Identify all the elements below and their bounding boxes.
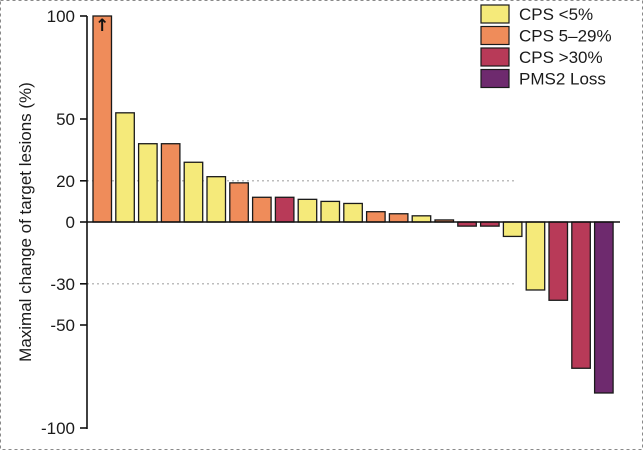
- bar: [525, 221, 546, 291]
- legend-label: CPS >30%: [519, 48, 603, 67]
- y-tick-label: 20: [56, 172, 75, 191]
- y-axis-label: Maximal change of target lesions (%): [16, 82, 35, 362]
- reference-lines: [87, 180, 514, 285]
- legend-swatch: [480, 68, 510, 89]
- bar: [274, 196, 295, 223]
- y-tick-label: -30: [50, 275, 75, 294]
- bar: [115, 112, 135, 223]
- bar: [251, 196, 272, 223]
- bar: [571, 221, 591, 369]
- legend-swatch: [480, 25, 510, 46]
- bar: [593, 221, 614, 394]
- bar: [502, 221, 523, 238]
- bar: [137, 143, 158, 223]
- y-tick-label: -50: [50, 316, 75, 335]
- legend-label: CPS <5%: [519, 5, 593, 24]
- bar-overflow-arrow: ↑: [95, 16, 109, 36]
- legend-label: PMS2 Loss: [519, 69, 606, 88]
- y-tick-label: 100: [47, 7, 75, 26]
- bar: [229, 182, 249, 223]
- bar: [411, 215, 432, 223]
- y-tick-label: 50: [56, 110, 75, 129]
- legend-swatch: [480, 4, 510, 24]
- bar: [388, 213, 409, 223]
- legend: CPS <5% CPS 5–29% CPS >30% PMS2 Loss: [480, 4, 612, 89]
- y-ticks: 100 50 20 0 -30 -50 -100: [41, 7, 87, 438]
- bar: [297, 198, 318, 223]
- y-tick-label: -100: [41, 419, 75, 438]
- bars: ↑: [92, 15, 614, 394]
- bar: [343, 202, 363, 223]
- bar: [548, 221, 569, 301]
- y-tick-label: 0: [66, 213, 75, 232]
- bar: [206, 176, 227, 223]
- legend-swatch: [480, 47, 510, 67]
- bar: [160, 143, 181, 223]
- bar: [92, 15, 113, 223]
- bar: [365, 211, 386, 223]
- bar: [183, 161, 204, 223]
- legend-label: CPS 5–29%: [519, 26, 612, 45]
- bar: [320, 200, 341, 223]
